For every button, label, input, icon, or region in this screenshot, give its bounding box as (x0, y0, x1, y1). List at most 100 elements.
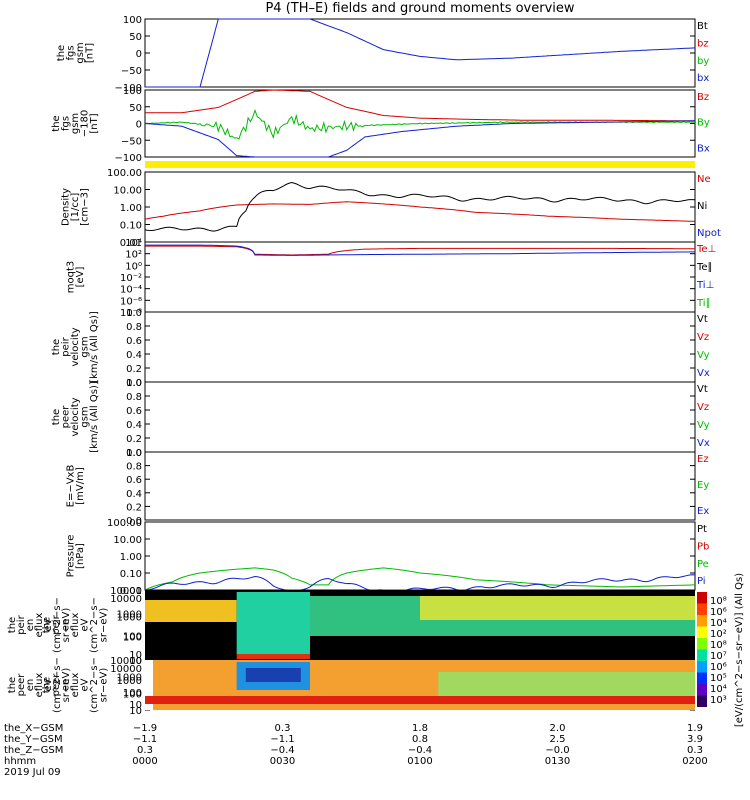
footer-value: 0.3 (687, 745, 703, 756)
series-Bz (145, 89, 695, 122)
legend-entry: Vy (697, 420, 710, 431)
legend-entry: By (697, 118, 710, 129)
y-axis-label: (cm^2−s− (52, 597, 63, 653)
y-tick-label: 100.00 (107, 168, 142, 179)
colorbar-swatch (697, 603, 707, 615)
legend-entry: Pe (697, 559, 709, 570)
y-tick-label: 0.01 (120, 238, 142, 249)
panel-frame (144, 18, 696, 88)
y-tick-label: 100 (123, 86, 142, 97)
y-axis-label: eflux (34, 613, 45, 638)
y-tick-label: 0.6 (126, 406, 142, 417)
y-tick-label: 1000 (117, 676, 142, 687)
legend-entry: Te∥ (696, 262, 713, 273)
spec-block (438, 672, 695, 696)
colorbar-tick: 10³ (710, 695, 727, 706)
y-tick-label: 0 (136, 120, 142, 131)
legend-entry: Npot (697, 228, 721, 239)
y-axis-label: [cm−3] (80, 188, 91, 226)
y-tick-label: 100 (123, 633, 142, 644)
y-axis-label: eflux (70, 673, 81, 698)
spec-block (145, 660, 153, 710)
y-axis-label: sr−eV) (99, 668, 110, 703)
y-tick-label: 0.0 (126, 448, 142, 459)
y-tick-label: 0.0 (126, 378, 142, 389)
y-axis-label: [mV/m] (75, 467, 86, 505)
y-tick-label: 0.6 (126, 475, 142, 486)
y-tick-label: 0.2 (126, 434, 142, 445)
y-tick-label: 10⁴ (125, 238, 142, 249)
y-tick-label: 10⁻² (120, 273, 142, 284)
y-tick-label: 0.10 (120, 221, 142, 232)
y-tick-label: 0.8 (126, 392, 142, 403)
y-tick-label: 10 (129, 650, 142, 661)
y-axis-label: (cm^2−s− (52, 657, 63, 713)
y-axis-label: the (51, 115, 62, 131)
y-axis-label: eflux (70, 613, 81, 638)
footer-row-label: hhmm (4, 756, 37, 767)
footer-date: 2019 Jul 09 (4, 767, 61, 778)
panel-frame (144, 521, 696, 591)
y-axis-label: velocity (70, 327, 81, 366)
y-tick-label: 0.8 (126, 462, 142, 473)
series-Ne (144, 201, 696, 222)
y-axis-label: peir (51, 614, 62, 634)
y-axis-label: en (25, 619, 36, 632)
footer-value: 1.8 (412, 723, 428, 734)
footer-value: 0200 (682, 756, 708, 767)
y-axis-label: peer (16, 673, 27, 697)
footer-value: 3.9 (687, 734, 703, 745)
y-axis-label: eV (43, 678, 54, 691)
y-axis-label: peir (16, 614, 27, 634)
panel-dens: 100.00 10.00 1.00 0.10 0.01 Density[1/cc][cm−… (61, 168, 721, 249)
y-axis-label: gsm (80, 406, 91, 427)
spec-block (236, 654, 310, 659)
footer-value: 0.3 (137, 745, 153, 756)
y-tick-label: 0.4 (126, 350, 142, 361)
panel-efield: 1.0 0.8 0.6 0.4 0.2 0.0 E=−VxB[mV/m] Ez Ey Ex (65, 448, 709, 527)
y-tick-label: 1000 (117, 613, 142, 624)
footer-value: 2.0 (549, 723, 566, 734)
legend-entry: by (697, 56, 709, 67)
colorbar-swatch (697, 638, 707, 650)
y-tick-label: 10² (125, 250, 142, 261)
y-axis-label: en (61, 679, 72, 692)
y-axis-label: the (56, 45, 67, 61)
colorbar-tick: 10² (710, 629, 727, 640)
y-axis-label: sr−eV) (61, 608, 72, 643)
y-axis-label: [nT] (89, 113, 100, 133)
spec-block (145, 696, 695, 704)
colorbar-swatch (697, 672, 707, 684)
legend-entry: Ni (697, 201, 707, 212)
series-Ni (144, 181, 696, 232)
y-tick-label: 0.2 (126, 502, 142, 513)
y-tick-label: 100.00 (107, 518, 142, 529)
y-axis-label: sr−eV) (61, 668, 72, 703)
y-tick-label: 10000 (110, 664, 142, 675)
y-axis-label: (cm^2−s− (89, 597, 100, 653)
y-axis-label: [eV] (75, 267, 86, 288)
footer-value: −1.9 (132, 723, 158, 734)
legend-entry: Vx (697, 438, 710, 449)
y-axis-label: [km/s (All Qs)] (89, 311, 100, 383)
footer-value: 0130 (544, 756, 571, 767)
y-tick-label: 10000 (110, 656, 142, 667)
colorbar-swatch (697, 684, 707, 696)
footer-value: −0.0 (545, 745, 570, 756)
y-axis-label: [km/s (All Qs)] (89, 381, 100, 453)
legend-entry: Vz (697, 332, 709, 343)
y-tick-label: −50 (121, 136, 142, 147)
legend-entry: Vz (697, 402, 709, 413)
y-axis-label: eV (43, 618, 54, 631)
y-axis-label: the (7, 677, 18, 693)
legend-entry: Vt (697, 384, 708, 395)
legend-entry: Ey (697, 480, 709, 491)
footer-value: 1.9 (687, 723, 703, 734)
footer-value: −0.4 (407, 745, 433, 756)
footer-value: 0.3 (274, 723, 291, 734)
y-axis-label: gsm (80, 336, 91, 357)
colorbar-tick: 10⁶ (710, 662, 727, 673)
y-tick-label: 1000 (117, 673, 142, 684)
y-tick-label: 10000 (110, 586, 142, 597)
